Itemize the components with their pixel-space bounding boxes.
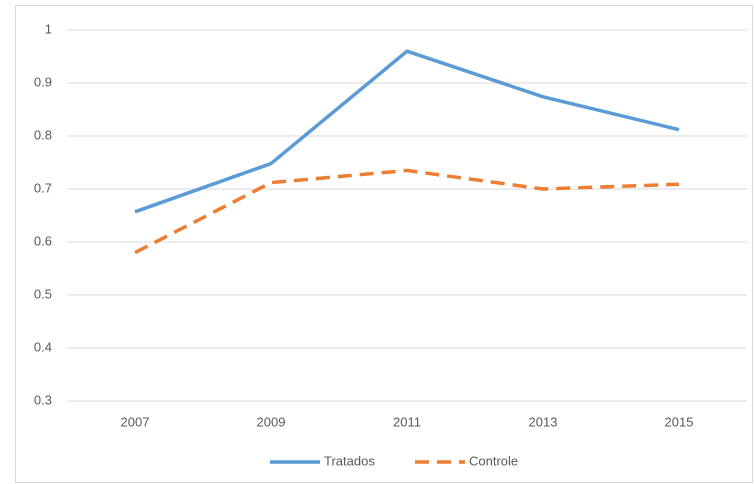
- y-tick-label: 0.4: [34, 339, 52, 354]
- y-tick-label: 0.9: [34, 74, 52, 89]
- x-tick-label: 2007: [121, 414, 150, 429]
- chart-border: [15, 5, 753, 483]
- y-tick-label: 0.8: [34, 127, 52, 142]
- legend-label: Controle: [469, 453, 518, 468]
- y-tick-label: 0.6: [34, 233, 52, 248]
- x-tick-label: 2009: [257, 414, 286, 429]
- series-line: [134, 168, 680, 255]
- x-tick-label: 2015: [665, 414, 694, 429]
- series-line: [134, 49, 680, 214]
- y-tick-label: 0.5: [34, 286, 52, 301]
- legend-label: Tratados: [324, 453, 375, 468]
- y-tick-label: 1: [45, 21, 52, 36]
- y-tick-label: 0.3: [34, 392, 52, 407]
- x-tick-label: 2013: [529, 414, 558, 429]
- y-tick-label: 0.7: [34, 180, 52, 195]
- x-tick-label: 2011: [393, 414, 421, 429]
